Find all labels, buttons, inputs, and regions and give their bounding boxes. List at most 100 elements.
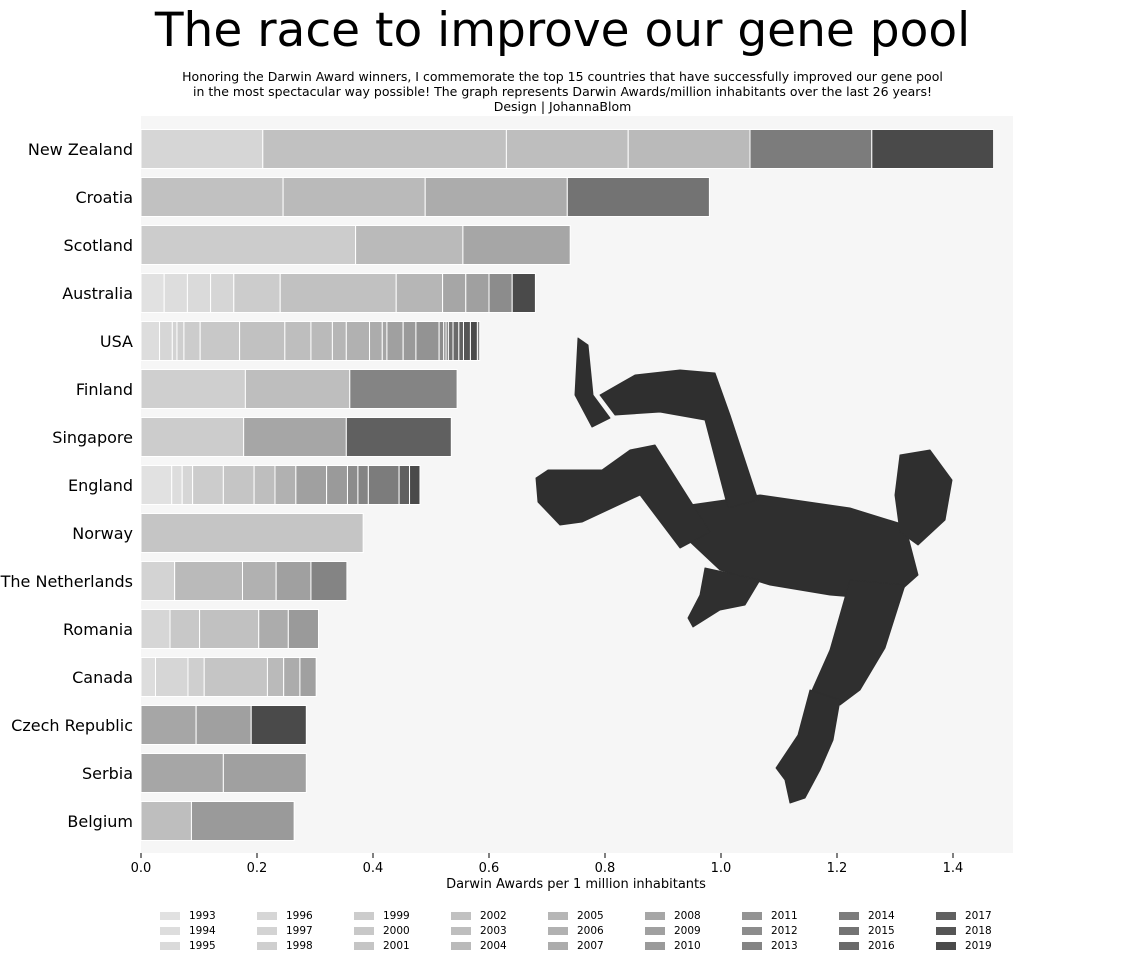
bar-segment [250, 705, 307, 745]
y-tick-label: Norway [72, 524, 133, 543]
chart-subtitle-line-1: Honoring the Darwin Award winners, I com… [182, 69, 943, 84]
bar-segment [345, 321, 371, 361]
y-tick-label: Scotland [63, 236, 133, 255]
bar-segment [398, 465, 411, 505]
chart-title: The race to improve our gene pool [154, 3, 971, 58]
legend-label: 2016 [868, 939, 895, 952]
bar-segment [192, 465, 224, 505]
bar-segment [369, 321, 383, 361]
bar-segment [140, 273, 165, 313]
legend-swatch [160, 941, 180, 950]
bar-segment [871, 129, 995, 169]
legend-label: 1999 [383, 909, 410, 922]
legend-label: 2000 [383, 924, 410, 937]
legend-item: 1994 [160, 923, 216, 938]
legend-item: 1996 [257, 908, 313, 923]
bar-segment [140, 657, 156, 697]
y-tick-label: The Netherlands [0, 572, 133, 591]
legend-label: 2019 [965, 939, 992, 952]
bar-segment [181, 465, 194, 505]
legend-item: 2018 [936, 923, 992, 938]
bar-segment [210, 273, 235, 313]
bar-segment [199, 609, 260, 649]
legend-swatch [160, 926, 180, 935]
legend-label: 1994 [189, 924, 216, 937]
legend-item: 2006 [548, 923, 604, 938]
legend-swatch [354, 941, 374, 950]
legend-swatch [645, 926, 665, 935]
bar-segment [488, 273, 513, 313]
bar-segment [155, 657, 189, 697]
bar-segment [199, 321, 241, 361]
bar-segment [183, 321, 201, 361]
legend-swatch [839, 911, 859, 920]
legend-item: 2005 [548, 908, 604, 923]
bar-segment [627, 129, 751, 169]
bar-segment [222, 465, 255, 505]
legend-label: 2015 [868, 924, 895, 937]
legend-label: 2007 [577, 939, 604, 952]
bar-segment [171, 321, 178, 361]
bar-segment [140, 129, 264, 169]
legend-swatch [354, 911, 374, 920]
bar-segment [140, 513, 364, 553]
x-tick-label: 1.4 [943, 861, 964, 876]
bar-segment [295, 465, 328, 505]
bar-segment [452, 321, 460, 361]
legend-item: 2003 [451, 923, 507, 938]
bar-segment [386, 321, 404, 361]
legend-label: 2017 [965, 909, 992, 922]
legend-label: 2002 [480, 909, 507, 922]
legend-item: 1998 [257, 938, 313, 953]
legend-item: 2011 [742, 908, 798, 923]
bar-segment [395, 273, 444, 313]
silhouette-upper-arm [599, 369, 759, 509]
bar-segment [476, 321, 481, 361]
legend-swatch [742, 941, 762, 950]
legend-item: 1993 [160, 908, 216, 923]
silhouette-shin [775, 689, 841, 804]
legend-label: 1998 [286, 939, 313, 952]
bar-segment [367, 465, 400, 505]
legend-swatch [645, 911, 665, 920]
x-axis-label: Darwin Awards per 1 million inhabitants [446, 877, 706, 892]
bar-segment [203, 657, 268, 697]
legend-label: 2014 [868, 909, 895, 922]
x-tick-label: 0.8 [595, 861, 616, 876]
bar-segment [346, 465, 359, 505]
bar-segment [469, 321, 478, 361]
bar-segment [357, 465, 369, 505]
bar-segment [140, 801, 192, 841]
x-tick-label: 0.6 [479, 861, 500, 876]
bar-segment [140, 561, 176, 601]
silhouette-lower-arm [535, 444, 711, 549]
bar-segment [415, 321, 440, 361]
legend-label: 2008 [674, 909, 701, 922]
x-tick-label: 1.2 [827, 861, 848, 876]
legend-item: 2014 [839, 908, 895, 923]
legend-item: 1997 [257, 923, 313, 938]
legend-swatch [257, 926, 277, 935]
bar-segment [424, 177, 568, 217]
legend-swatch [451, 926, 471, 935]
y-tick-label: Belgium [67, 812, 133, 831]
legend-item: 2002 [451, 908, 507, 923]
bar-segment [258, 609, 289, 649]
bar-segment [345, 417, 452, 457]
bars-group [140, 129, 995, 841]
legend-item: 2008 [645, 908, 701, 923]
falling-person-silhouette [535, 337, 953, 804]
bar-segment [140, 369, 246, 409]
bar-segment [266, 657, 285, 697]
y-tick-label: England [68, 476, 133, 495]
bar-segment [505, 129, 629, 169]
y-axis: New Zealand Croatia Scotland Australia USA Fi… [0, 140, 133, 831]
bar-segment [190, 801, 295, 841]
legend-swatch [257, 911, 277, 920]
legend-label: 2005 [577, 909, 604, 922]
legend-item: 2017 [936, 908, 992, 923]
legend-label: 2006 [577, 924, 604, 937]
bar-segment [282, 177, 426, 217]
bar-segment [140, 321, 161, 361]
legend-swatch [548, 911, 568, 920]
